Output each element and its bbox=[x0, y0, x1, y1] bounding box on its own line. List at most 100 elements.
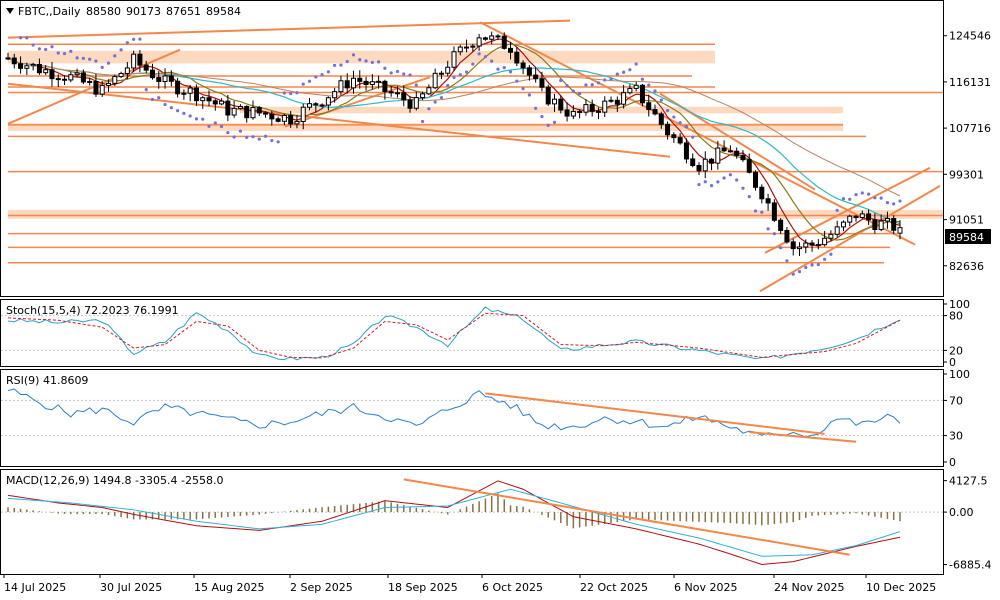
psar-dot bbox=[898, 199, 901, 202]
psar-dot bbox=[258, 137, 261, 140]
candle-body bbox=[553, 99, 557, 104]
psar-dot bbox=[189, 114, 192, 117]
psar-dot bbox=[591, 83, 594, 86]
candle-body bbox=[779, 220, 783, 230]
candle-body bbox=[634, 85, 638, 88]
psar-dot bbox=[214, 121, 217, 124]
candle-body bbox=[747, 160, 751, 173]
macd-main-line bbox=[8, 481, 900, 565]
psar-dot bbox=[748, 195, 751, 198]
psar-dot bbox=[170, 106, 173, 109]
candle-body bbox=[691, 159, 695, 166]
candle-body bbox=[107, 83, 111, 85]
x-tick-label: 14 Jul 2025 bbox=[4, 581, 66, 594]
psar-dot bbox=[766, 227, 769, 230]
candle-body bbox=[534, 75, 538, 79]
psar-dot bbox=[836, 209, 839, 212]
candle-body bbox=[666, 124, 670, 134]
psar-dot bbox=[101, 66, 104, 69]
candle-body bbox=[176, 81, 180, 94]
psar-dot bbox=[603, 78, 606, 81]
candle-body bbox=[44, 70, 48, 73]
psar-dot bbox=[741, 187, 744, 190]
candle-body bbox=[741, 155, 745, 159]
candle-body bbox=[194, 88, 198, 101]
y-axis-ticks: 1245461161311077169930191051826361008020… bbox=[943, 30, 991, 572]
psar-dot bbox=[559, 79, 562, 82]
trendline bbox=[8, 84, 670, 157]
candle-body bbox=[358, 78, 362, 81]
psar-dot bbox=[320, 73, 323, 76]
candle-body bbox=[722, 148, 726, 151]
candle-body bbox=[295, 121, 299, 123]
candle-body bbox=[251, 108, 255, 118]
psar-dot bbox=[521, 87, 524, 90]
psar-dot bbox=[723, 176, 726, 179]
candle-body bbox=[188, 88, 192, 93]
psar-dot bbox=[107, 62, 110, 65]
macd-tick-label: -6885.4 bbox=[949, 559, 991, 572]
psar-dot bbox=[540, 115, 543, 118]
psar-dot bbox=[496, 68, 499, 71]
candle-body bbox=[421, 94, 425, 98]
candle-body bbox=[100, 85, 104, 94]
psar-dot bbox=[565, 84, 568, 87]
candle-body bbox=[785, 230, 789, 241]
candle-body bbox=[339, 81, 343, 92]
psar-dot bbox=[226, 131, 229, 134]
candle-body bbox=[88, 81, 92, 82]
psar-dot bbox=[490, 60, 493, 63]
candle-body bbox=[754, 172, 758, 187]
psar-dot bbox=[810, 263, 813, 266]
candle-body bbox=[75, 73, 79, 75]
candle-body bbox=[63, 79, 67, 80]
candle-body bbox=[559, 99, 563, 110]
candle-body bbox=[590, 105, 594, 112]
psar-dot bbox=[691, 135, 694, 138]
psar-dot bbox=[773, 232, 776, 235]
candle-body bbox=[848, 216, 852, 222]
close-value: 89584 bbox=[206, 5, 241, 18]
psar-dot bbox=[38, 47, 41, 50]
triangle-down-icon[interactable] bbox=[6, 8, 14, 14]
psar-dot bbox=[75, 56, 78, 59]
candle-body bbox=[502, 36, 506, 48]
psar-dot bbox=[578, 92, 581, 95]
candle-body bbox=[879, 221, 883, 230]
candle-body bbox=[94, 81, 98, 94]
candle-body bbox=[326, 98, 330, 105]
psar-dot bbox=[207, 125, 210, 128]
psar-dot bbox=[647, 83, 650, 86]
psar-dot bbox=[854, 193, 857, 196]
psar-dot bbox=[471, 63, 474, 66]
rsi-trendline bbox=[485, 393, 824, 433]
candle-body bbox=[609, 100, 613, 101]
psar-dot bbox=[628, 68, 631, 71]
candle-body bbox=[703, 159, 707, 171]
candle-body bbox=[659, 114, 663, 124]
candle-body bbox=[446, 67, 450, 73]
x-tick-label: 30 Jul 2025 bbox=[100, 581, 162, 594]
psar-dot bbox=[465, 70, 468, 73]
candle-body bbox=[653, 110, 657, 114]
psar-dot bbox=[779, 246, 782, 249]
price-tick-label: 82636 bbox=[949, 260, 984, 273]
macd-trendline bbox=[404, 479, 850, 554]
low-value: 87651 bbox=[166, 5, 201, 18]
psar-dot bbox=[415, 83, 418, 86]
price-tick-label: 107716 bbox=[949, 122, 991, 135]
candle-body bbox=[829, 234, 833, 238]
candle-body bbox=[823, 238, 827, 244]
candle-body bbox=[56, 79, 60, 80]
psar-dot bbox=[880, 197, 883, 200]
x-tick-label: 2 Sep 2025 bbox=[290, 581, 353, 594]
psar-dot bbox=[302, 83, 305, 86]
psar-dot bbox=[679, 121, 682, 124]
candle-body bbox=[735, 151, 739, 155]
candle-body bbox=[515, 52, 519, 63]
price-tick-label: 99301 bbox=[949, 168, 984, 181]
candle-body bbox=[351, 78, 355, 88]
psar-dot bbox=[641, 78, 644, 81]
psar-dot bbox=[873, 196, 876, 199]
candle-body bbox=[571, 111, 575, 116]
